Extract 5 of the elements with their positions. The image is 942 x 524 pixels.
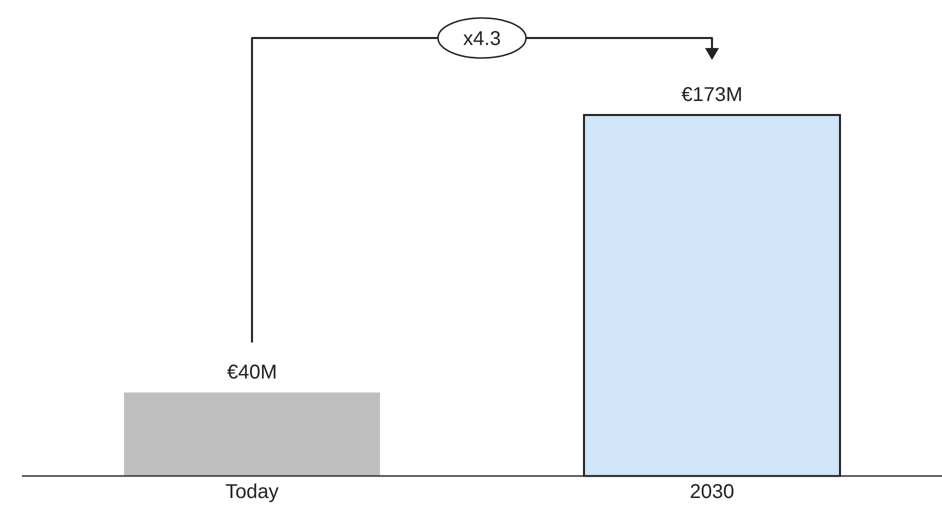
text: x4.3 [463, 28, 501, 50]
x-tick-label: 2030 [690, 481, 734, 504]
x-tick-label: Today [225, 481, 279, 504]
data-label: €40M [226, 362, 278, 384]
data-label: €173M [681, 84, 743, 106]
